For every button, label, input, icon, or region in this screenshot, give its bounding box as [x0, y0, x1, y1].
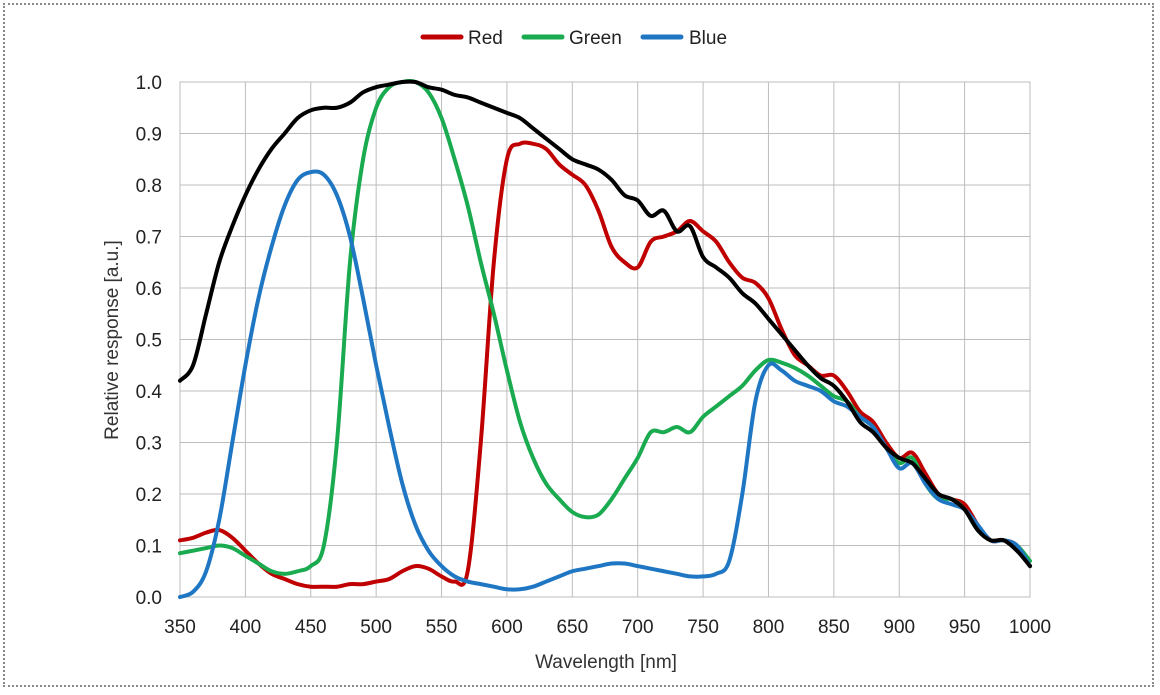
- y-tick-label: 0.1: [136, 537, 162, 558]
- x-tick-label: 900: [883, 617, 915, 638]
- y-tick-label: 1.0: [136, 73, 162, 94]
- y-axis-ticks: 0.0 0.1 0.2 0.3 0.4 0.5 0.6 0.7 0.8 0.9 1.0: [136, 73, 163, 609]
- legend-label-red: Red: [468, 28, 503, 49]
- y-tick-label: 0.9: [136, 125, 162, 146]
- plot-area: [179, 81, 1031, 598]
- legend-label-blue: Blue: [689, 28, 727, 49]
- x-tick-label: 550: [426, 617, 458, 638]
- y-tick-label: 0.7: [136, 228, 162, 249]
- plot-border: [179, 81, 1031, 598]
- y-tick-label: 0.8: [136, 176, 162, 197]
- series-layer: [178, 79, 1032, 599]
- series-line-unlabeled: [178, 79, 1032, 569]
- legend-label-green: Green: [569, 28, 622, 49]
- x-tick-label: 800: [753, 617, 785, 638]
- chart-grid: [179, 81, 1031, 598]
- x-tick-label: 1000: [1009, 617, 1051, 638]
- y-tick-label: 0.0: [136, 588, 162, 609]
- x-tick-label: 500: [360, 617, 392, 638]
- y-axis-title: Relative response [a.u.]: [102, 240, 123, 440]
- x-tick-label: 850: [818, 617, 850, 638]
- y-tick-label: 0.4: [136, 382, 163, 403]
- series-line-red: [178, 140, 1032, 589]
- y-tick-label: 0.3: [136, 434, 162, 455]
- x-tick-label: 950: [949, 617, 981, 638]
- legend: Red Green Blue: [420, 28, 727, 49]
- x-tick-label: 700: [622, 617, 654, 638]
- chart-frame: [3, 3, 1154, 687]
- x-tick-label: 650: [556, 617, 588, 638]
- x-axis-title: Wavelength [nm]: [535, 652, 677, 673]
- x-tick-label: 750: [687, 617, 719, 638]
- series-line-green: [178, 79, 1032, 576]
- x-tick-label: 600: [491, 617, 523, 638]
- frame-corner: [1110, 5, 1152, 15]
- x-tick-label: 400: [230, 617, 262, 638]
- x-axis-ticks: 350 400 450 500 550 600 650 700 750 800 850 900 950 1…: [164, 617, 1051, 638]
- y-tick-label: 0.5: [136, 331, 162, 352]
- x-tick-label: 350: [164, 617, 196, 638]
- y-tick-label: 0.6: [136, 279, 162, 300]
- y-tick-label: 0.2: [136, 485, 162, 506]
- x-tick-label: 450: [295, 617, 327, 638]
